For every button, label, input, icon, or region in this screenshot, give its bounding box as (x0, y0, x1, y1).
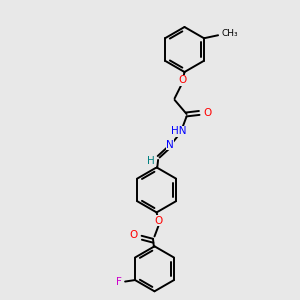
Text: O: O (178, 75, 186, 85)
Text: H: H (147, 156, 155, 167)
Text: O: O (155, 216, 163, 226)
Text: HN: HN (171, 126, 187, 136)
Text: F: F (116, 278, 122, 287)
Text: O: O (203, 108, 212, 118)
Text: CH₃: CH₃ (221, 29, 238, 38)
Text: N: N (166, 140, 174, 150)
Text: O: O (129, 230, 137, 240)
